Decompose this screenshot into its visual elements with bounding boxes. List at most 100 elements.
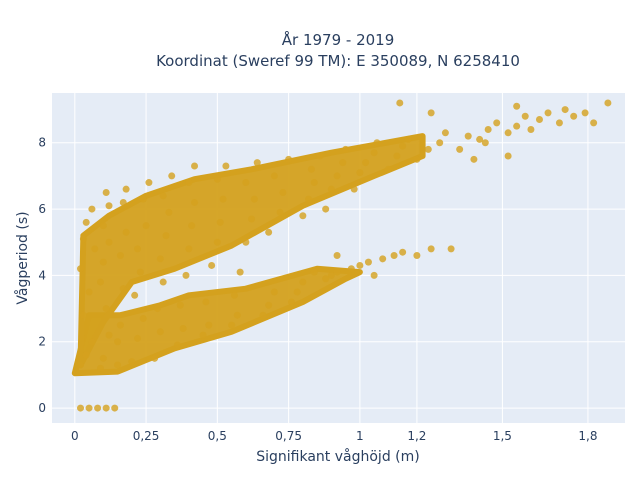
data-point [111,404,119,412]
data-point [513,102,521,110]
data-point [379,255,387,263]
data-point [356,169,364,177]
data-point [168,172,176,180]
data-point [504,129,512,137]
data-point [176,301,184,309]
data-point [153,305,161,313]
data-point [427,109,435,117]
data-point [82,218,90,226]
data-point [99,258,107,266]
data-point [119,285,127,293]
data-point [85,404,93,412]
data-point [77,361,85,369]
data-point [222,162,230,170]
data-point [521,112,529,120]
data-point [399,142,407,150]
data-point [230,291,238,299]
data-point [94,404,102,412]
data-point [310,268,318,276]
data-point [270,288,278,296]
data-point [307,165,315,173]
y-tick-label: 6 [38,202,46,216]
data-point [156,328,164,336]
x-tick-label: 1,2 [407,429,426,443]
data-point [470,155,478,163]
x-tick-label: 0,5 [208,429,227,443]
data-point [114,361,122,369]
data-point [285,155,293,163]
data-point [77,404,85,412]
data-point [191,162,199,170]
data-point [347,265,355,273]
y-axis-label: Vågperiod (s) [14,211,31,304]
data-point [134,334,142,342]
data-point [327,185,335,193]
data-point [322,205,330,213]
data-point [119,198,127,206]
data-point [424,145,432,153]
data-point [436,139,444,147]
y-tick-label: 8 [38,136,46,150]
data-point [581,109,589,117]
data-point [242,179,250,187]
data-point [199,331,207,339]
data-point [259,311,267,319]
data-point [399,248,407,256]
x-tick-labels: 0 0,25 0,5 0,75 1 1,2 1,5 1,8 [71,429,598,443]
data-point [265,301,273,309]
y-tick-label: 2 [38,335,46,349]
data-point [413,252,421,260]
data-point [162,232,170,240]
x-tick-label: 1,8 [578,429,597,443]
point-density-band [77,133,426,368]
data-point [182,271,190,279]
data-point [139,195,147,203]
data-point [208,261,216,269]
data-point [441,129,449,137]
data-point [250,195,258,203]
data-point [299,278,307,286]
data-point [145,179,153,187]
data-point [233,311,241,319]
data-point [544,109,552,117]
data-point [310,179,318,187]
data-point [77,265,85,273]
data-point [370,271,378,279]
data-point [604,99,612,107]
data-point [191,198,199,206]
data-point [333,172,341,180]
data-point [253,159,261,167]
data-point [116,321,124,329]
data-point [102,404,110,412]
data-point [165,208,173,216]
data-point [279,188,287,196]
data-point [393,152,401,160]
data-point [116,252,124,260]
data-point [131,291,139,299]
data-point [373,139,381,147]
data-point [79,311,87,319]
data-point [265,228,273,236]
data-point [590,119,598,127]
data-point [139,315,147,323]
data-point [350,185,358,193]
data-point [185,179,193,187]
data-point [105,202,113,210]
data-point [322,275,330,283]
data-point [287,298,295,306]
data-point [128,358,136,366]
data-point [82,351,90,359]
data-point [464,132,472,140]
x-tick-label: 1,5 [493,429,512,443]
x-axis-label: Signifikant våghöjd (m) [256,448,419,465]
data-point [99,354,107,362]
data-point [91,245,99,253]
y-tick-label: 0 [38,401,46,415]
data-point [293,288,301,296]
data-point [85,288,93,296]
data-point [105,331,113,339]
data-point [427,245,435,253]
data-point [370,149,378,157]
